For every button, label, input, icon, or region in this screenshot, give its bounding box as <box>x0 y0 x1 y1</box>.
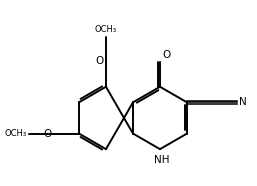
Text: O: O <box>43 129 51 139</box>
Text: N: N <box>239 97 247 107</box>
Text: NH: NH <box>154 155 169 165</box>
Text: OCH₃: OCH₃ <box>95 25 117 34</box>
Text: O: O <box>95 56 104 66</box>
Text: O: O <box>162 50 171 60</box>
Text: OCH₃: OCH₃ <box>4 129 26 138</box>
